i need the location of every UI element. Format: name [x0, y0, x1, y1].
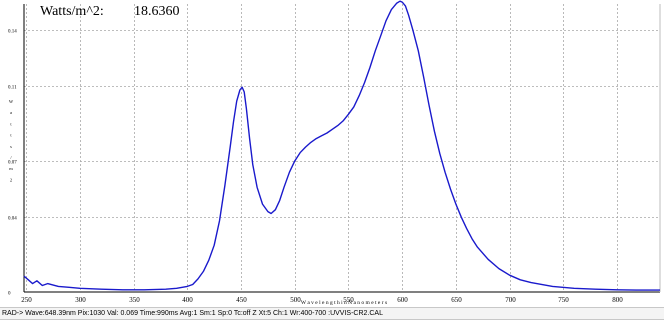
spectrum-line	[23, 0, 660, 291]
x-tick-label: 250	[21, 296, 32, 304]
x-tick-label: 550	[343, 296, 354, 304]
x-tick-label: 650	[451, 296, 462, 304]
status-bar: RAD-> Wave:648.39nm Pix:1030 Val: 0.069 …	[0, 307, 664, 320]
y-axis-label: W a t t s / m 2	[9, 99, 14, 182]
x-tick-label: 750	[558, 296, 569, 304]
x-tick-label: 600	[397, 296, 408, 304]
irradiance-label: Watts/m^2:	[40, 4, 104, 19]
spectrum-chart: 250 300 350 400 450 500 550 600 650 700 750 800 0 0.…	[8, 0, 661, 306]
x-tick-label: 350	[129, 296, 140, 304]
x-tick-label: 450	[236, 296, 247, 304]
y-tick-label: 0.07	[8, 161, 17, 166]
y-tick-label: 0.14	[8, 30, 17, 35]
y-tick-labels: 0 0.04 0.07 0.11 0.14	[8, 30, 17, 297]
axes	[23, 4, 661, 293]
x-tick-label: 800	[612, 296, 623, 304]
bottom-strip	[0, 320, 664, 329]
irradiance-value: 18.6360	[134, 4, 180, 19]
y-tick-label: 0.11	[8, 86, 17, 91]
x-tick-labels: 250 300 350 400 450 500 550 600 650 700 750 800	[21, 296, 623, 304]
x-tick-label: 400	[182, 296, 193, 304]
x-axis-label: W a v e l e n g t h i n N a n o m e t e …	[301, 300, 387, 306]
y-tick-label: 0.04	[8, 217, 17, 222]
axis-labels: W a v e l e n g t h i n N a n o m e t e …	[9, 99, 387, 306]
status-text: RAD-> Wave:648.39nm Pix:1030 Val: 0.069 …	[2, 310, 383, 317]
series-layer	[23, 0, 660, 291]
x-tick-label: 700	[505, 296, 516, 304]
x-tick-label: 500	[290, 296, 301, 304]
x-tick-label: 300	[75, 296, 86, 304]
y-tick-label: 0	[8, 292, 11, 297]
grid-lines	[24, 4, 660, 292]
